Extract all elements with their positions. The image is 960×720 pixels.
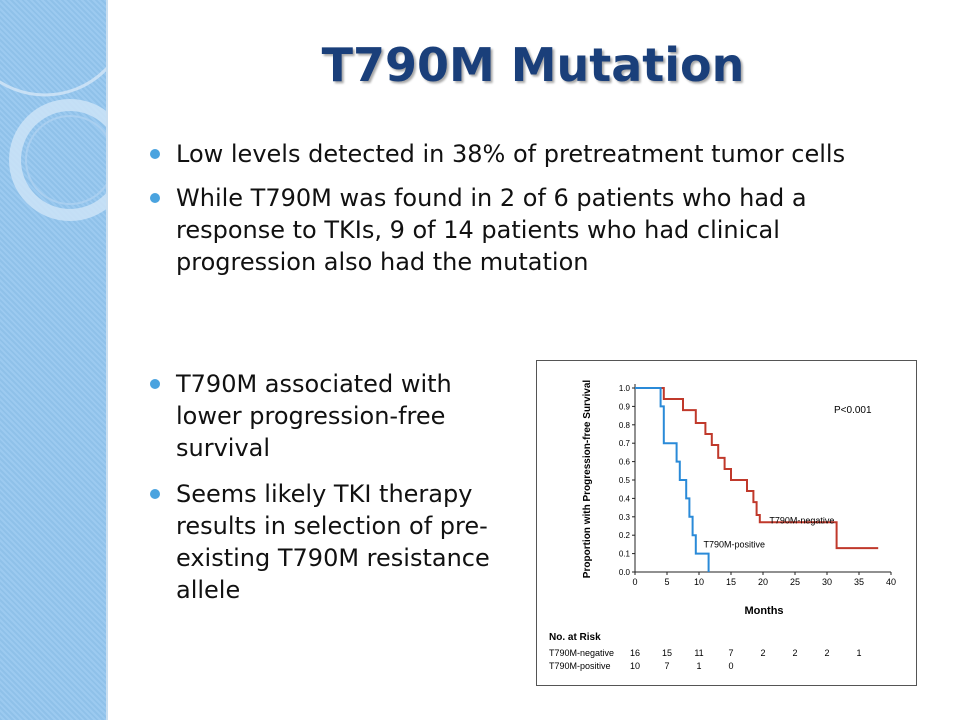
x-tick-label: 10: [694, 577, 704, 587]
risk-table-title: No. at Risk: [549, 632, 601, 643]
x-tick-label: 20: [758, 577, 768, 587]
risk-value: 11: [694, 648, 703, 658]
series-label: T790M-negative: [769, 515, 834, 525]
decorative-circles: [0, 66, 106, 221]
y-tick-label: 0.3: [619, 513, 631, 522]
p-value-annotation: P<0.001: [834, 405, 872, 416]
risk-value: 2: [824, 648, 829, 658]
risk-value: 10: [630, 661, 640, 671]
risk-value: 15: [662, 648, 672, 658]
x-axis-label: Months: [744, 605, 783, 617]
x-tick-label: 5: [664, 577, 669, 587]
series-line-T790M-positive: [635, 387, 710, 572]
series-label: T790M-positive: [703, 539, 765, 549]
bullet-list-top: Low levels detected in 38% of pretreatme…: [148, 138, 848, 290]
risk-value: 1: [696, 661, 701, 671]
y-tick-label: 0.2: [619, 531, 631, 540]
risk-value: 7: [664, 661, 669, 671]
survival-figure: 0.0 0.1 0.2 0.3 0.4 0.5 0.6 0.7 0.8 0.9 1.0 0 5 10 15 2…: [536, 360, 917, 686]
bullet-item: Low levels detected in 38% of pretreatme…: [148, 138, 848, 170]
risk-value: 7: [728, 648, 733, 658]
bullet-item: Seems likely TKI therapy results in sele…: [148, 478, 518, 606]
bullet-list-lower: T790M associated with lower progression-…: [148, 368, 518, 620]
x-tick-label: 0: [632, 577, 637, 587]
y-tick-label: 1.0: [619, 384, 631, 393]
x-tick-label: 25: [790, 577, 800, 587]
y-tick-label: 0.8: [619, 421, 631, 430]
risk-row-label: T790M-positive: [549, 661, 611, 671]
series-line-T790M-negative: [635, 387, 879, 550]
kaplan-meier-chart: 0.00.10.20.30.40.50.60.70.80.91.00 5 10 15 2…: [549, 380, 896, 671]
bullet-item: T790M associated with lower progression-…: [148, 368, 518, 464]
y-tick-label: 0.0: [619, 568, 631, 577]
x-tick-label: 35: [854, 577, 864, 587]
x-tick-label: 15: [726, 577, 736, 587]
y-tick-label: 0.1: [619, 550, 631, 559]
slide-title: T790M Mutation: [321, 38, 745, 92]
bullet-item: While T790M was found in 2 of 6 patients…: [148, 182, 848, 278]
risk-row-label: T790M-negative: [549, 648, 614, 658]
y-tick-label: 0.6: [619, 458, 631, 467]
y-tick-label: 0.7: [619, 439, 631, 448]
risk-value: 0: [728, 661, 733, 671]
decorative-sidebar: [0, 0, 108, 720]
y-tick-label: 0.5: [619, 476, 631, 485]
risk-value: 2: [760, 648, 765, 658]
y-axis-label: Proportion with Progression-free Surviva…: [582, 380, 593, 579]
y-tick-label: 0.9: [619, 402, 631, 411]
risk-value: 1: [856, 648, 861, 658]
x-tick-label: 40: [886, 577, 896, 587]
risk-value: 16: [630, 648, 640, 658]
x-tick-label: 30: [822, 577, 832, 587]
risk-value: 2: [792, 648, 797, 658]
y-tick-label: 0.4: [619, 494, 631, 503]
